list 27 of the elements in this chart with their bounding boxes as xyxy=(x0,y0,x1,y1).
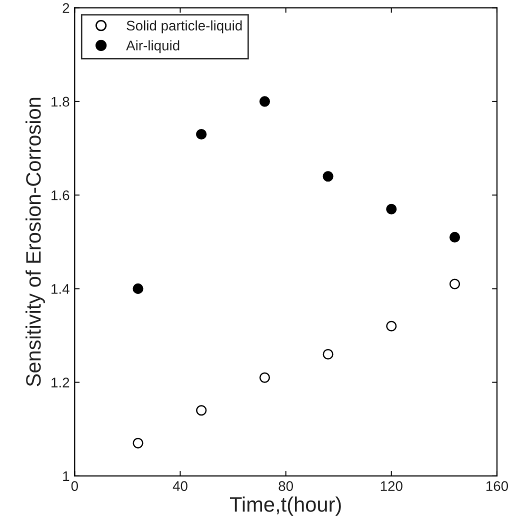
legend-label: Air-liquid xyxy=(126,40,180,54)
legend-label: Solid particle-liquid xyxy=(126,20,242,34)
point xyxy=(259,372,270,383)
y-tick-label: 1.4 xyxy=(52,284,70,294)
point xyxy=(132,283,144,294)
x-tick-label: 160 xyxy=(486,481,508,491)
point xyxy=(322,348,334,360)
x-axis-title: Time,t(hour) xyxy=(230,496,341,516)
x-tick-label: 120 xyxy=(380,481,402,491)
y-tick-label: 1 xyxy=(63,471,70,481)
point xyxy=(386,320,397,332)
y-tick-label: 1.8 xyxy=(52,96,70,107)
point xyxy=(449,232,460,242)
x-tick-label: 0 xyxy=(71,481,78,491)
y-axis-title: Sensitivity of Erosion-Corrosion xyxy=(26,98,45,386)
point xyxy=(386,204,397,214)
x-tick-label: 80 xyxy=(278,481,294,491)
point xyxy=(196,128,207,140)
point xyxy=(132,438,144,448)
point xyxy=(196,405,207,416)
x-tick-label: 40 xyxy=(172,481,188,491)
point xyxy=(449,278,460,290)
y-tick-label: 1.2 xyxy=(52,378,70,388)
point xyxy=(259,96,270,107)
y-tick-label: 2 xyxy=(62,3,70,13)
point xyxy=(322,171,334,182)
y-tick-label: 1.6 xyxy=(52,190,70,200)
